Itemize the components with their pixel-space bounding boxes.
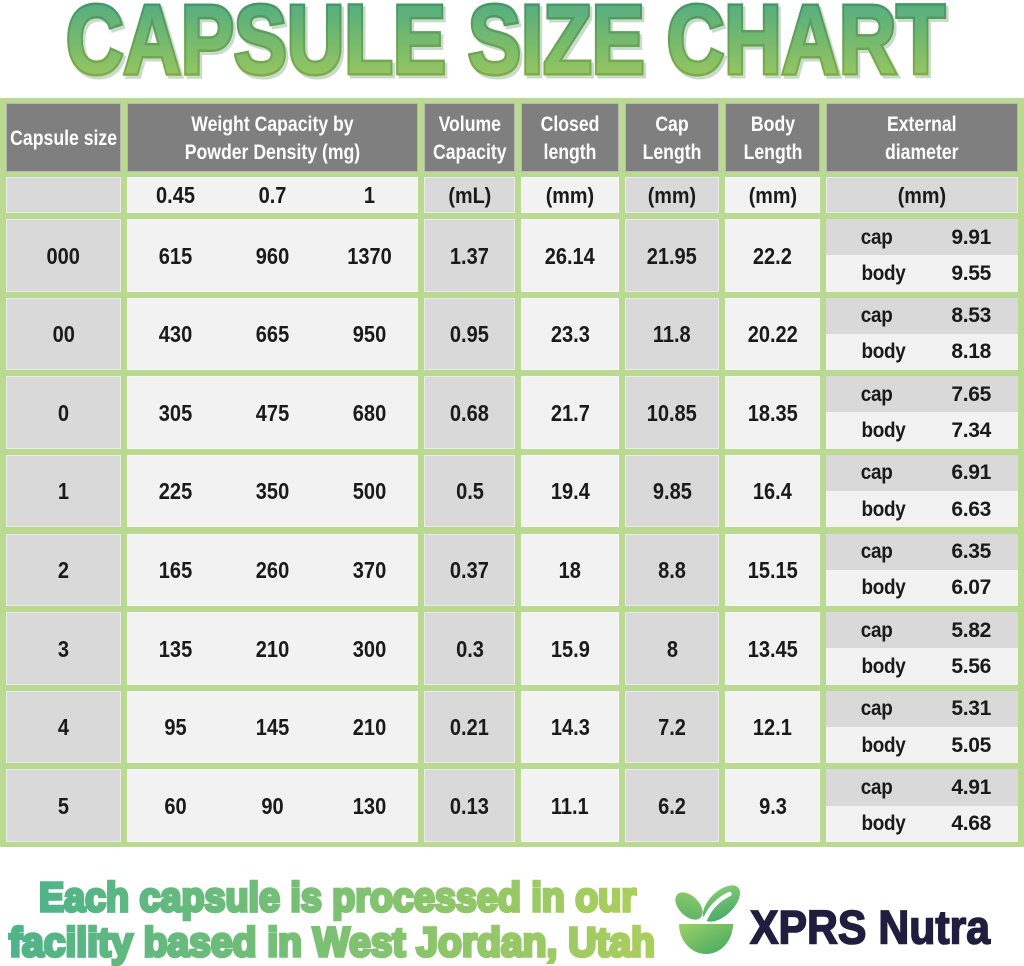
svg-text:Each capsule is processed in o: Each capsule is processed in our [39, 874, 636, 920]
svg-text:XPRS Nutra: XPRS Nutra [750, 901, 991, 954]
svg-text:CAPSULE SIZE CHART: CAPSULE SIZE CHART [69, 0, 948, 97]
svg-text:CAPSULE SIZE CHART: CAPSULE SIZE CHART [66, 0, 945, 94]
svg-text:facility based in West Jordan,: facility based in West Jordan, Utah [9, 919, 655, 965]
